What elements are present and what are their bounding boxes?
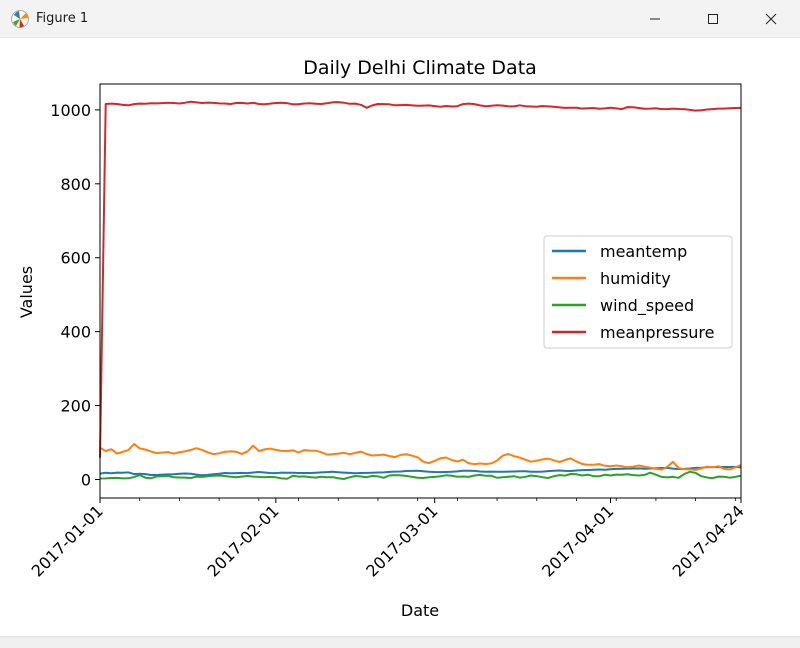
legend-label: wind_speed <box>600 296 694 316</box>
window-bottom-edge <box>0 636 800 648</box>
y-axis-ticks: 0 200 400 600 800 1000 <box>50 101 100 490</box>
y-tick-label: 0 <box>81 471 91 490</box>
x-tick-label: 2017-03-01 <box>362 501 441 580</box>
line-chart: Daily Delhi Climate Data 0 200 400 600 800 10… <box>17 57 748 620</box>
y-tick-label: 600 <box>60 249 91 268</box>
window-titlebar: Figure 1 <box>0 0 800 38</box>
y-tick-label: 200 <box>60 397 91 416</box>
minimize-icon <box>650 18 660 20</box>
matplotlib-icon <box>11 9 29 28</box>
series-line-wind-speed <box>99 470 742 480</box>
legend-label: meantemp <box>600 242 687 261</box>
x-tick-label: 2017-02-01 <box>203 501 282 580</box>
chart-legend: meantemp humidity wind_speed meanpressure <box>543 235 733 349</box>
x-axis-label: Date <box>401 601 439 620</box>
plot-frame <box>99 83 742 499</box>
window-controls <box>626 0 800 38</box>
y-axis-label: Values <box>17 266 36 318</box>
legend-box <box>543 235 733 349</box>
y-tick-label: 400 <box>60 323 91 342</box>
legend-label: meanpressure <box>600 323 714 342</box>
close-icon <box>765 13 777 25</box>
x-tick-label: 2017-01-01 <box>28 501 107 580</box>
series-line-meantemp <box>99 465 742 477</box>
window-title: Figure 1 <box>36 11 89 26</box>
close-button[interactable] <box>742 0 800 38</box>
figure-canvas: Daily Delhi Climate Data 0 200 400 600 800 10… <box>0 38 800 636</box>
minimize-button[interactable] <box>626 0 684 38</box>
y-tick-label: 800 <box>60 175 91 194</box>
maximize-icon <box>708 14 718 24</box>
series-line-meanpressure <box>99 100 742 458</box>
y-tick-label: 1000 <box>50 101 91 120</box>
maximize-button[interactable] <box>684 0 742 38</box>
legend-label: humidity <box>600 269 671 288</box>
plot-lines <box>99 100 742 480</box>
x-tick-label: 2017-04-24 <box>669 501 748 580</box>
series-line-humidity <box>99 443 742 471</box>
x-tick-label: 2017-04-01 <box>538 501 617 580</box>
chart-title: Daily Delhi Climate Data <box>303 57 537 79</box>
x-axis-ticks: 2017-01-01 2017-02-01 2017-03-01 2017-04-01… <box>28 498 748 581</box>
